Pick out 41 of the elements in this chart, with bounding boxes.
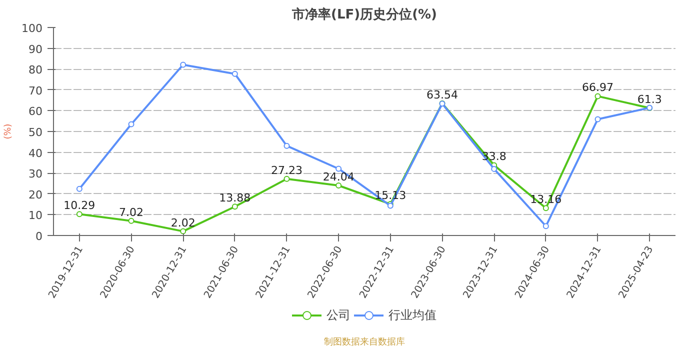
data-label: 13.88	[219, 192, 251, 205]
y-tick-label: 30	[28, 168, 43, 181]
point	[232, 70, 238, 77]
data-label: 63.54	[426, 88, 458, 102]
point	[284, 176, 290, 182]
point	[180, 228, 186, 234]
point	[128, 121, 134, 128]
y-tick-label: 10	[28, 209, 43, 222]
y-tick-label: 60	[28, 105, 43, 118]
point	[76, 186, 82, 192]
y-tick-label: 20	[28, 188, 43, 202]
legend-label: 公司	[326, 306, 350, 324]
data-label: 61.3	[637, 92, 662, 106]
point	[284, 142, 290, 149]
y-tick-label: 80	[28, 64, 43, 77]
point	[594, 93, 601, 100]
point	[594, 116, 601, 122]
data-label: 66.97	[582, 81, 614, 94]
data-label: 10.29	[64, 199, 96, 212]
y-tick-label: 100	[22, 22, 43, 35]
data-label: 2.02	[170, 216, 196, 230]
point	[180, 62, 186, 68]
point	[76, 211, 82, 218]
chart-title: 市净率(LF)历史分位(%)	[291, 6, 437, 22]
point	[232, 204, 238, 210]
y-tick-label: 70	[28, 84, 43, 98]
text: 制图数据来自数据库	[324, 336, 405, 348]
point	[542, 205, 549, 212]
point	[542, 223, 549, 230]
y-axis-title: (%)	[4, 124, 14, 140]
data-label: 7.02	[119, 206, 144, 219]
legend-label: 行业均值	[388, 306, 436, 324]
y-tick-label: 90	[28, 42, 43, 56]
y-tick-label: 50	[28, 126, 43, 139]
point	[128, 218, 134, 224]
y-tick-label: 40	[28, 146, 43, 160]
point	[336, 182, 342, 188]
data-label: 27.23	[271, 164, 303, 177]
point	[491, 166, 498, 172]
point	[336, 166, 342, 172]
y-tick-label: 0	[36, 230, 42, 243]
